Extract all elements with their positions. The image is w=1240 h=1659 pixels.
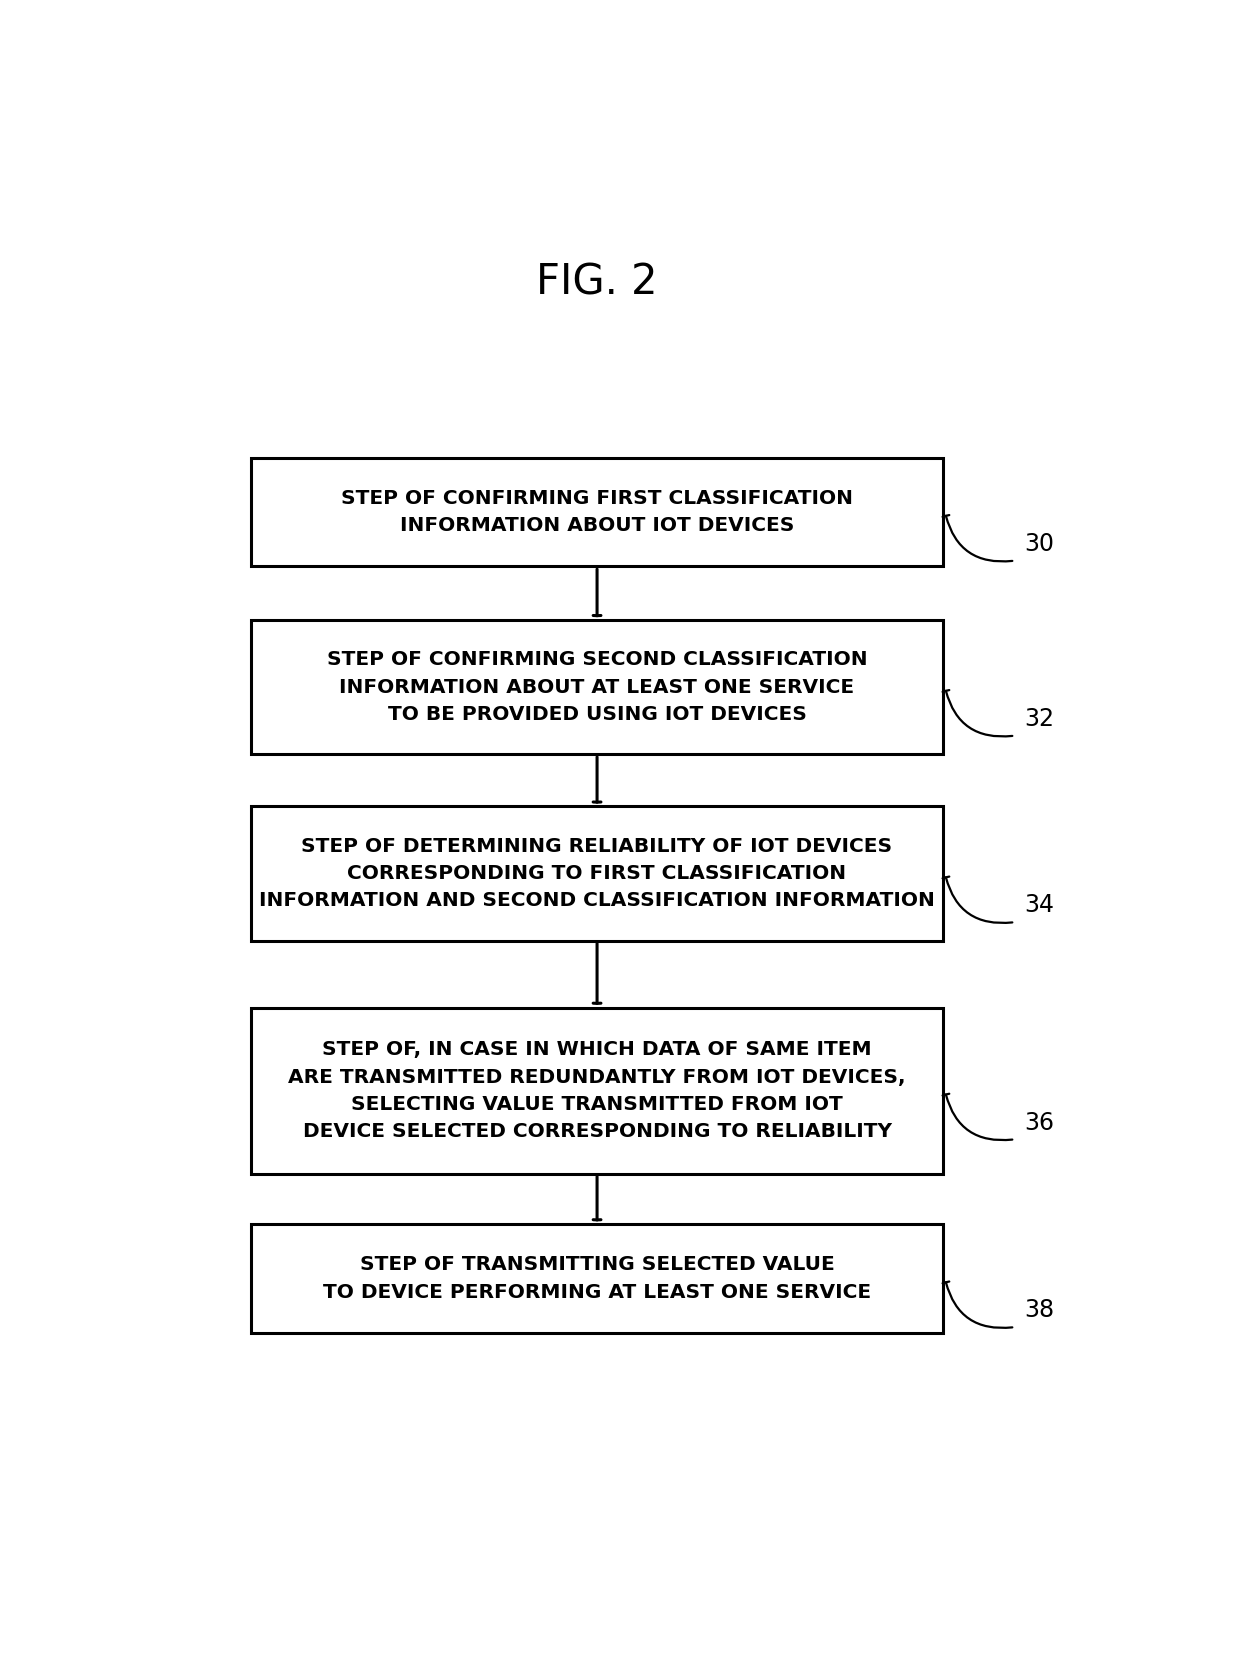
Text: FIG. 2: FIG. 2 xyxy=(537,260,657,304)
Text: STEP OF CONFIRMING FIRST CLASSIFICATION
INFORMATION ABOUT IOT DEVICES: STEP OF CONFIRMING FIRST CLASSIFICATION … xyxy=(341,489,853,536)
Text: STEP OF, IN CASE IN WHICH DATA OF SAME ITEM
ARE TRANSMITTED REDUNDANTLY FROM IOT: STEP OF, IN CASE IN WHICH DATA OF SAME I… xyxy=(289,1040,905,1141)
Text: STEP OF TRANSMITTING SELECTED VALUE
TO DEVICE PERFORMING AT LEAST ONE SERVICE: STEP OF TRANSMITTING SELECTED VALUE TO D… xyxy=(322,1256,872,1302)
Text: 32: 32 xyxy=(1024,707,1055,732)
Text: STEP OF DETERMINING RELIABILITY OF IOT DEVICES
CORRESPONDING TO FIRST CLASSIFICA: STEP OF DETERMINING RELIABILITY OF IOT D… xyxy=(259,836,935,911)
Bar xyxy=(250,458,942,566)
Bar xyxy=(250,620,942,755)
Text: 34: 34 xyxy=(1024,894,1055,917)
Text: 36: 36 xyxy=(1024,1110,1055,1135)
Bar xyxy=(250,1007,942,1175)
Text: STEP OF CONFIRMING SECOND CLASSIFICATION
INFORMATION ABOUT AT LEAST ONE SERVICE
: STEP OF CONFIRMING SECOND CLASSIFICATION… xyxy=(327,650,867,723)
Bar xyxy=(250,1224,942,1332)
Text: 30: 30 xyxy=(1024,533,1055,556)
Text: 38: 38 xyxy=(1024,1299,1055,1322)
Bar xyxy=(250,806,942,941)
